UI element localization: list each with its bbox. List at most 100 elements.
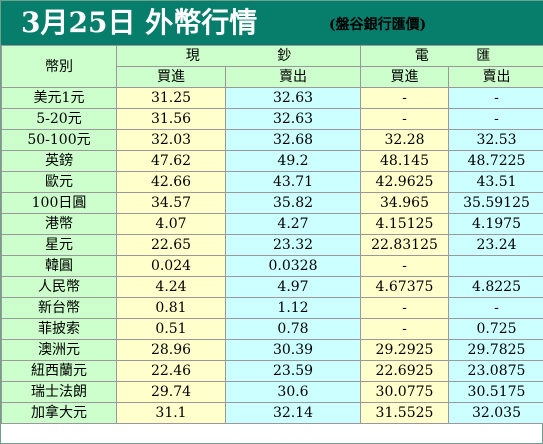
cash-buy-cell: 0.81 [116, 297, 226, 319]
wire-buy-cell: 34.965 [360, 192, 449, 214]
wire-sell-cell [448, 255, 543, 277]
wire-buy-cell: 22.83125 [360, 234, 449, 256]
wire-buy-cell: 31.5525 [360, 402, 449, 424]
cash-header-char-2: 鈔 [277, 48, 292, 64]
currency-name-cell: 100日圓 [1, 192, 117, 214]
cash-buy-cell: 0.024 [116, 255, 226, 277]
wire-buy-cell: 32.28 [360, 129, 449, 151]
cash-sell-cell: 49.2 [225, 150, 361, 172]
currency-name-cell: 人民幣 [1, 276, 117, 298]
table-row: 菲披索 0.51 0.78-0.725 [1, 318, 543, 340]
cash-buy-cell: 28.96 [116, 339, 226, 361]
currency-name-cell: 加拿大元 [1, 402, 117, 424]
currency-name-cell: 澳洲元 [1, 339, 117, 361]
currency-name-cell: 紐西蘭元 [1, 360, 117, 382]
wire-header-char-2: 匯 [476, 48, 491, 64]
wire-buy-cell: 48.145 [360, 150, 449, 172]
wire-buy-cell: - [360, 318, 449, 340]
currency-name-cell: 新台幣 [1, 297, 117, 319]
table-row: 50-100元 32.03 32.68 32.28 32.53 [1, 129, 543, 151]
table-row: 新台幣 0.81 1.12- - [1, 297, 543, 319]
cash-sell-cell: 4.27 [225, 213, 361, 235]
table-row: 紐西蘭元 22.46 23.59 22.6925 23.0875 [1, 360, 543, 382]
cash-sell-cell: 32.63 [225, 108, 361, 130]
wire-sell-cell: 23.0875 [448, 360, 543, 382]
currency-name-cell: 星元 [1, 234, 117, 256]
currency-name-cell: 美元1元 [1, 87, 117, 109]
wire-sell-cell: 48.7225 [448, 150, 543, 172]
cash-header-char-1: 現 [185, 48, 200, 64]
table-row: 100日圓 34.57 35.82 34.965 35.59125 [1, 192, 543, 214]
wire-sell-cell: 35.59125 [448, 192, 543, 214]
wire-sell-cell: 32.53 [448, 129, 543, 151]
wire-buy-cell: 4.67375 [360, 276, 449, 298]
currency-column-header: 幣別 [1, 45, 117, 88]
cash-sell-cell: 32.68 [225, 129, 361, 151]
wire-buy-cell: 22.6925 [360, 360, 449, 382]
table-header-row: 幣別 現 鈔 電 匯 [1, 45, 543, 88]
cash-buy-cell: 42.66 [116, 171, 226, 193]
wire-buy-header: 買進 [360, 66, 449, 88]
table-row: 澳洲元 28.96 30.39 29.2925 29.7825 [1, 339, 543, 361]
table-row: 加拿大元 31.1 32.14 31.5525 32.035 [1, 402, 543, 424]
exchange-rate-table: 幣別 現 鈔 電 匯 買進 賣出 買進 賣出 [1, 45, 543, 424]
wire-sell-cell: 43.51 [448, 171, 543, 193]
cash-sell-cell: 32.14 [225, 402, 361, 424]
cash-buy-cell: 4.24 [116, 276, 226, 298]
wire-buy-cell: - [360, 255, 449, 277]
wire-sell-cell: 23.24 [448, 234, 543, 256]
cash-buy-cell: 34.57 [116, 192, 226, 214]
cash-buy-cell: 22.65 [116, 234, 226, 256]
cash-sell-cell: 30.6 [225, 381, 361, 403]
wire-buy-cell: 29.2925 [360, 339, 449, 361]
cash-buy-cell: 31.25 [116, 87, 226, 109]
cash-buy-cell: 22.46 [116, 360, 226, 382]
wire-group-header: 電 匯 [360, 45, 543, 67]
cash-buy-cell: 31.56 [116, 108, 226, 130]
table-row: 星元 22.65 23.32 22.83125 23.24 [1, 234, 543, 256]
currency-name-cell: 港幣 [1, 213, 117, 235]
table-row: 港幣 4.07 4.27 4.15125 4.1975 [1, 213, 543, 235]
wire-sell-cell: 30.5175 [448, 381, 543, 403]
cash-sell-cell: 35.82 [225, 192, 361, 214]
table-row: 瑞士法朗 29.74 30.6 30.0775 30.5175 [1, 381, 543, 403]
cash-sell-cell: 1.12 [225, 297, 361, 319]
currency-name-cell: 韓圓 [1, 255, 117, 277]
table-row: 人民幣 4.24 4.97 4.67375 4.8225 [1, 276, 543, 298]
wire-buy-cell: 42.9625 [360, 171, 449, 193]
cash-buy-cell: 47.62 [116, 150, 226, 172]
cash-sell-header: 賣出 [225, 66, 361, 88]
currency-name-cell: 5-20元 [1, 108, 117, 130]
page-title: 3月25日 外幣行情 [21, 6, 258, 39]
currency-name-cell: 菲披索 [1, 318, 117, 340]
wire-sell-cell: 0.725 [448, 318, 543, 340]
wire-sell-cell: 4.8225 [448, 276, 543, 298]
cash-buy-cell: 32.03 [116, 129, 226, 151]
wire-sell-cell: 4.1975 [448, 213, 543, 235]
cash-group-header: 現 鈔 [116, 45, 361, 67]
table-row: 美元1元 31.25 32.63- - [1, 87, 543, 109]
bank-source-label: (盤谷銀行匯價) [329, 17, 427, 33]
cash-sell-cell: 23.32 [225, 234, 361, 256]
wire-sell-cell: 29.7825 [448, 339, 543, 361]
wire-buy-cell: - [360, 108, 449, 130]
cash-buy-cell: 29.74 [116, 381, 226, 403]
cash-buy-cell: 4.07 [116, 213, 226, 235]
cash-sell-cell: 0.0328 [225, 255, 361, 277]
wire-sell-header: 賣出 [448, 66, 543, 88]
cash-sell-cell: 32.63 [225, 87, 361, 109]
currency-name-cell: 50-100元 [1, 129, 117, 151]
wire-buy-cell: 4.15125 [360, 213, 449, 235]
wire-sell-cell: 32.035 [448, 402, 543, 424]
cash-buy-cell: 0.51 [116, 318, 226, 340]
table-row: 韓圓 0.024 0.0328- [1, 255, 543, 277]
cash-sell-cell: 30.39 [225, 339, 361, 361]
cash-buy-cell: 31.1 [116, 402, 226, 424]
table-row: 5-20元 31.56 32.63- - [1, 108, 543, 130]
cash-sell-cell: 43.71 [225, 171, 361, 193]
wire-buy-cell: - [360, 87, 449, 109]
wire-buy-cell: 30.0775 [360, 381, 449, 403]
wire-header-char-1: 電 [414, 48, 429, 64]
table-row: 歐元 42.66 43.71 42.9625 43.51 [1, 171, 543, 193]
header-bar: 3月25日 外幣行情 (盤谷銀行匯價) [1, 1, 543, 45]
